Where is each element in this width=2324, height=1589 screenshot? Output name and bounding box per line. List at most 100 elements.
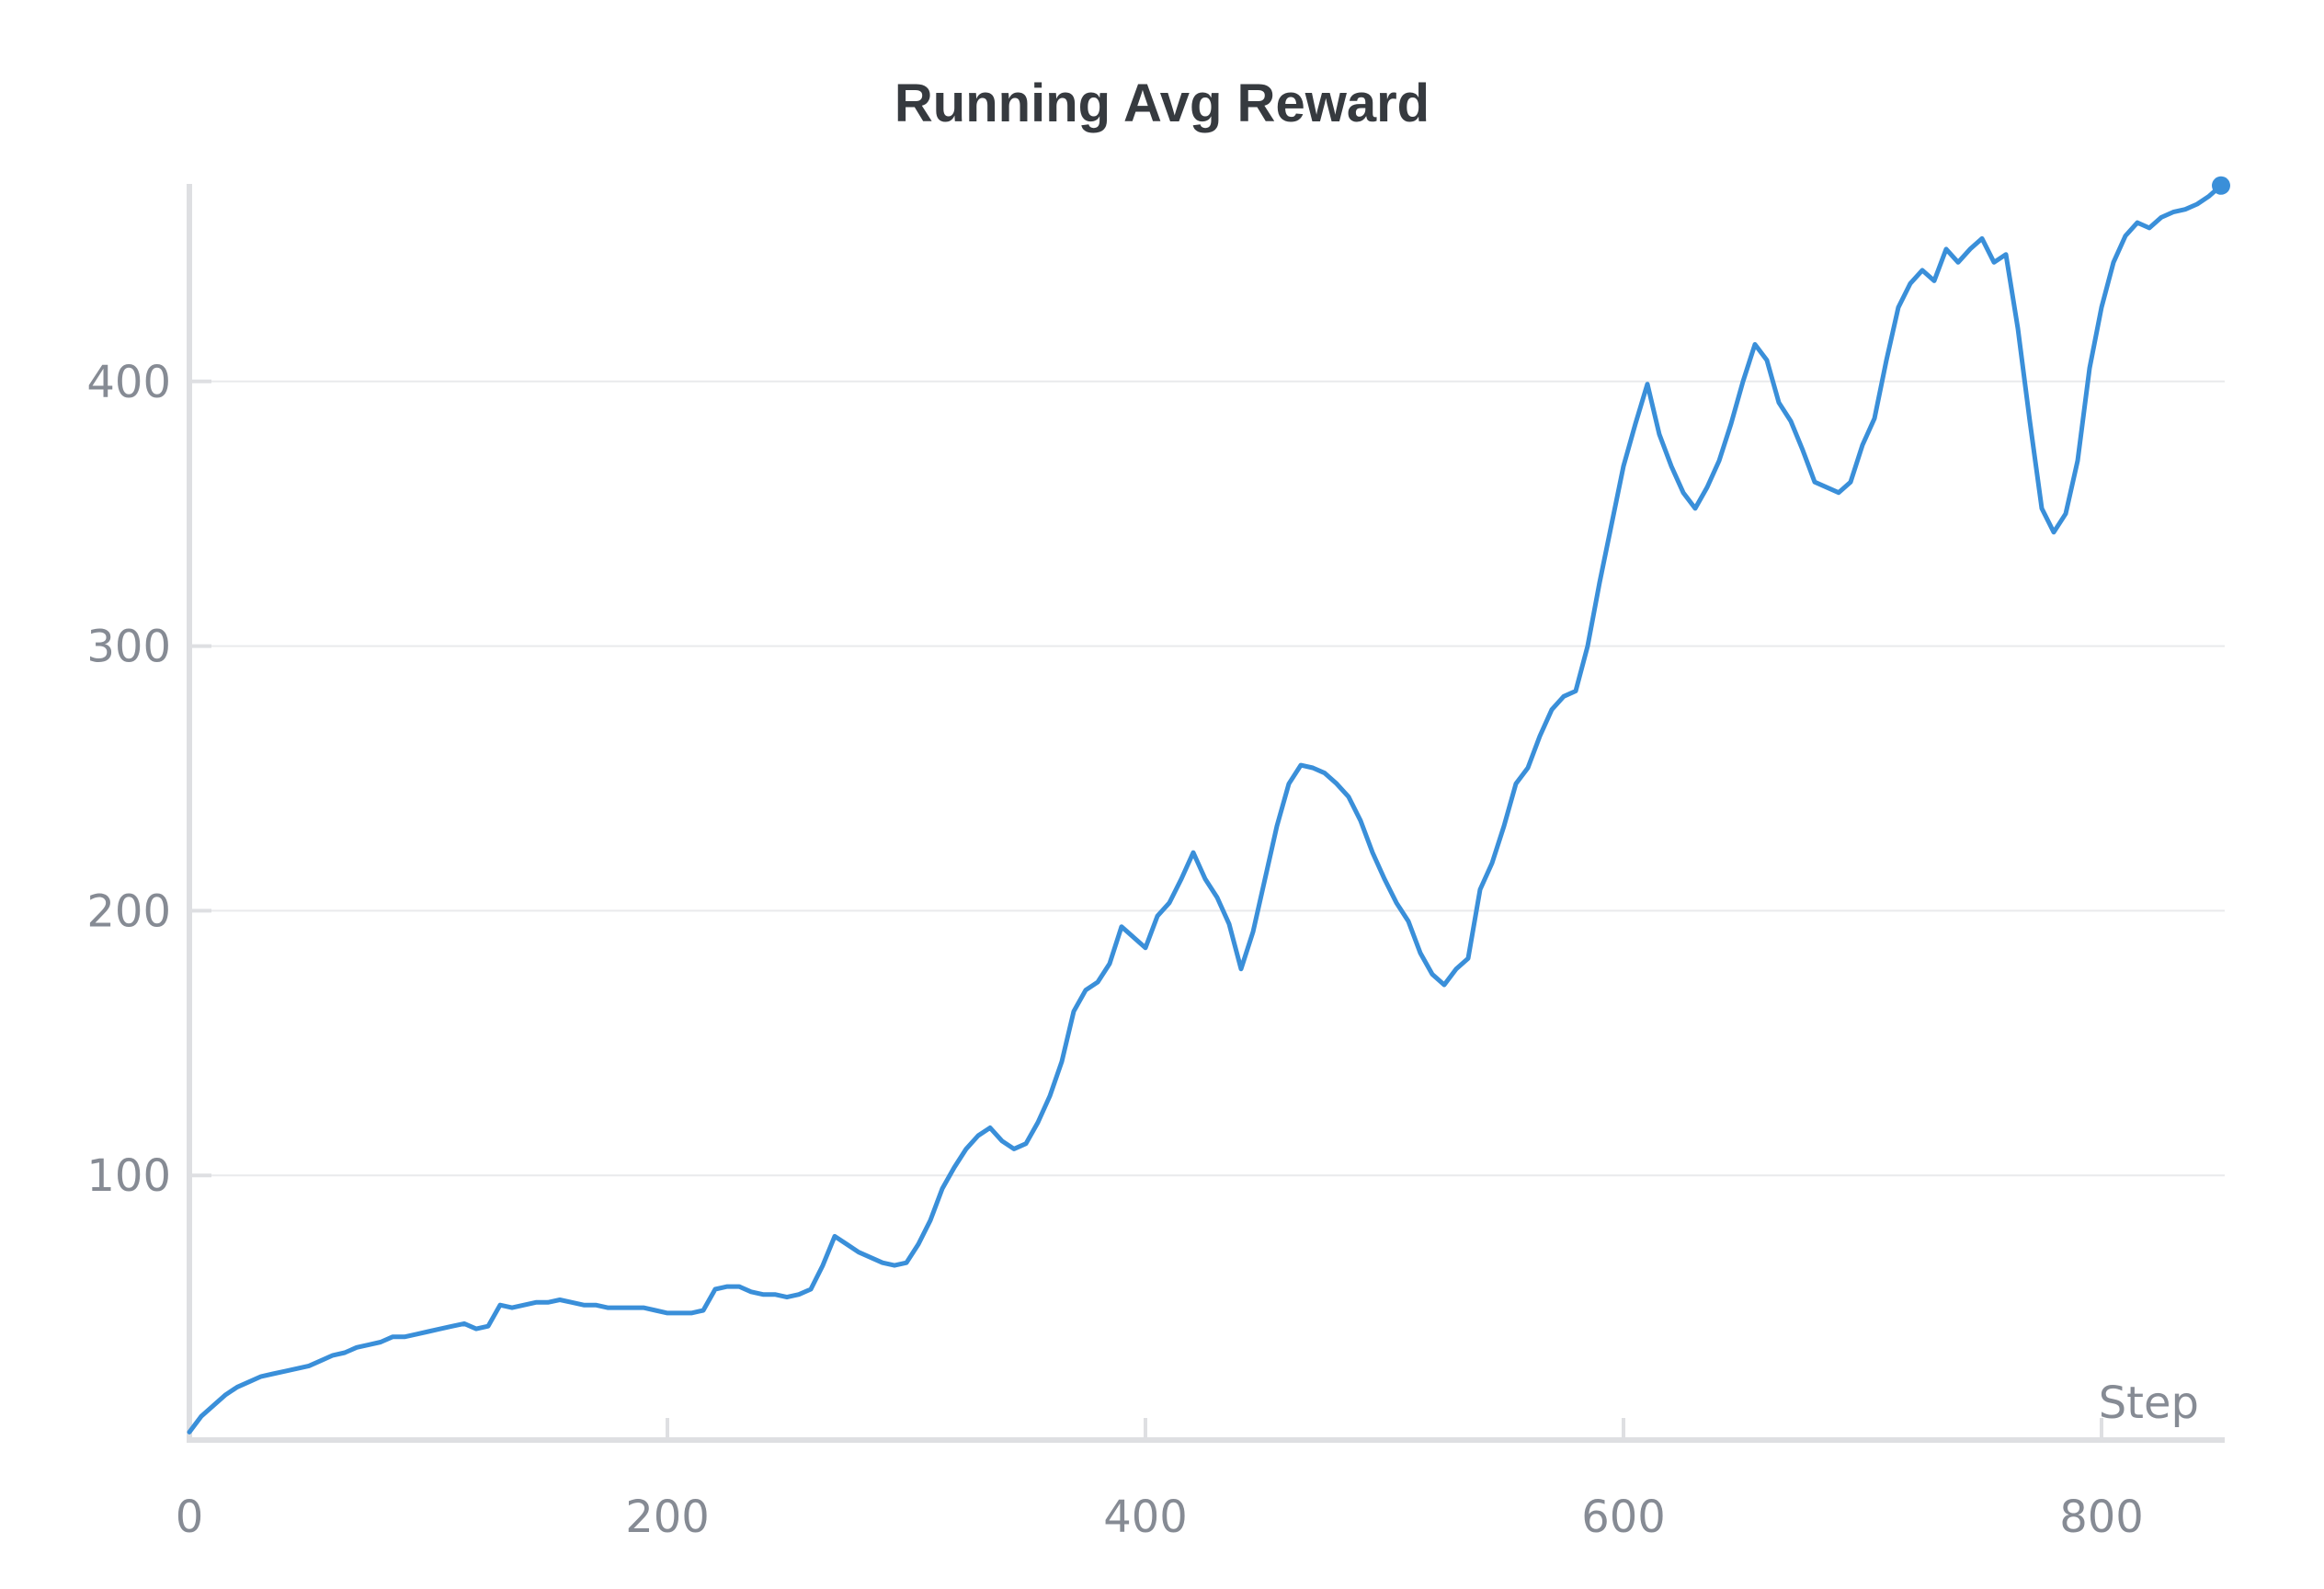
data-point-80 (1143, 945, 1148, 951)
data-point-68 (999, 1138, 1005, 1144)
data-point-58 (880, 1260, 885, 1265)
data-point-82 (1167, 900, 1172, 906)
data-point-67 (987, 1125, 993, 1130)
data-point-100 (1382, 876, 1387, 882)
data-point-151 (1991, 259, 1997, 265)
data-point-161 (2111, 259, 2116, 265)
data-point-93 (1298, 762, 1304, 768)
data-point-87 (1226, 921, 1232, 927)
data-point-75 (1083, 988, 1088, 993)
data-point-57 (868, 1254, 873, 1260)
data-point-129 (1728, 421, 1734, 427)
data-point-64 (951, 1165, 957, 1171)
data-point-126 (1692, 506, 1698, 511)
data-point-46 (736, 1284, 742, 1289)
data-point-62 (928, 1217, 933, 1223)
data-point-149 (1967, 246, 1973, 252)
data-point-83 (1179, 876, 1184, 882)
y-tick-label: 300 (86, 622, 171, 673)
data-point-70 (1023, 1141, 1029, 1147)
data-point-9 (294, 1366, 300, 1371)
plot-area (187, 176, 2230, 1435)
data-point-142 (1884, 358, 1889, 363)
x-tick-label: 0 (176, 1492, 204, 1543)
series-line-0 (187, 183, 2224, 1435)
data-point-74 (1071, 1009, 1077, 1014)
data-point-121 (1633, 421, 1638, 427)
data-point-101 (1394, 900, 1399, 906)
data-point-12 (330, 1353, 336, 1358)
data-point-113 (1537, 734, 1543, 739)
data-point-71 (1035, 1120, 1041, 1126)
data-point-50 (784, 1295, 790, 1300)
data-point-89 (1250, 929, 1256, 934)
data-point-146 (1931, 278, 1937, 283)
data-point-104 (1430, 972, 1435, 977)
data-point-86 (1214, 895, 1220, 900)
data-point-40 (665, 1310, 670, 1316)
data-point-27 (509, 1305, 515, 1310)
data-point-39 (653, 1308, 658, 1313)
data-point-65 (963, 1146, 969, 1151)
data-point-14 (354, 1344, 359, 1350)
data-point-150 (1979, 235, 1985, 241)
data-point-106 (1453, 966, 1459, 972)
data-point-116 (1573, 689, 1578, 694)
data-point-36 (617, 1305, 622, 1310)
data-point-97 (1346, 794, 1351, 800)
data-point-11 (318, 1358, 324, 1364)
data-point-160 (2099, 304, 2104, 310)
data-point-81 (1155, 913, 1160, 919)
data-point-147 (1943, 246, 1949, 252)
data-point-127 (1704, 485, 1710, 490)
x-tick-label: 200 (625, 1492, 710, 1543)
data-point-137 (1824, 485, 1829, 490)
data-point-44 (712, 1286, 718, 1292)
series-end-marker (2212, 176, 2230, 195)
data-point-53 (820, 1263, 826, 1268)
y-tick-label: 400 (86, 357, 171, 408)
data-point-133 (1776, 400, 1782, 406)
x-tick-label: 600 (1581, 1492, 1666, 1543)
data-point-32 (569, 1299, 575, 1305)
data-point-42 (689, 1310, 694, 1316)
data-point-96 (1334, 781, 1339, 786)
data-point-63 (940, 1186, 945, 1192)
data-point-158 (2075, 458, 2080, 463)
data-point-91 (1274, 823, 1280, 829)
data-point-6 (258, 1374, 264, 1379)
data-point-95 (1322, 771, 1327, 776)
data-point-18 (402, 1334, 407, 1340)
data-point-77 (1107, 961, 1112, 966)
data-point-52 (808, 1286, 814, 1292)
axes (187, 184, 2225, 1443)
data-point-115 (1561, 693, 1566, 699)
data-point-138 (1836, 490, 1841, 496)
data-point-108 (1477, 886, 1483, 892)
data-point-107 (1465, 955, 1471, 961)
data-point-2 (211, 1403, 216, 1409)
data-point-76 (1095, 979, 1100, 985)
data-point-103 (1418, 950, 1423, 955)
data-point-139 (1848, 479, 1853, 485)
data-point-3 (222, 1392, 228, 1398)
data-point-152 (2003, 252, 2009, 257)
data-point-61 (916, 1241, 921, 1247)
data-point-110 (1501, 823, 1507, 829)
data-point-94 (1310, 765, 1316, 771)
data-point-37 (629, 1305, 634, 1310)
data-point-98 (1358, 818, 1363, 824)
data-point-144 (1908, 280, 1913, 286)
data-point-45 (724, 1284, 730, 1289)
data-point-47 (748, 1289, 754, 1295)
data-point-4 (234, 1384, 240, 1389)
axis-ticks: 100 200 300 400 0 200 400 600 800 (86, 357, 2143, 1543)
data-point-117 (1585, 644, 1590, 649)
data-point-85 (1202, 876, 1208, 882)
data-point-25 (485, 1323, 491, 1329)
data-point-26 (497, 1302, 503, 1308)
data-point-33 (581, 1302, 587, 1308)
data-point-153 (2015, 326, 2021, 331)
data-point-92 (1286, 781, 1292, 786)
data-point-16 (378, 1340, 383, 1345)
